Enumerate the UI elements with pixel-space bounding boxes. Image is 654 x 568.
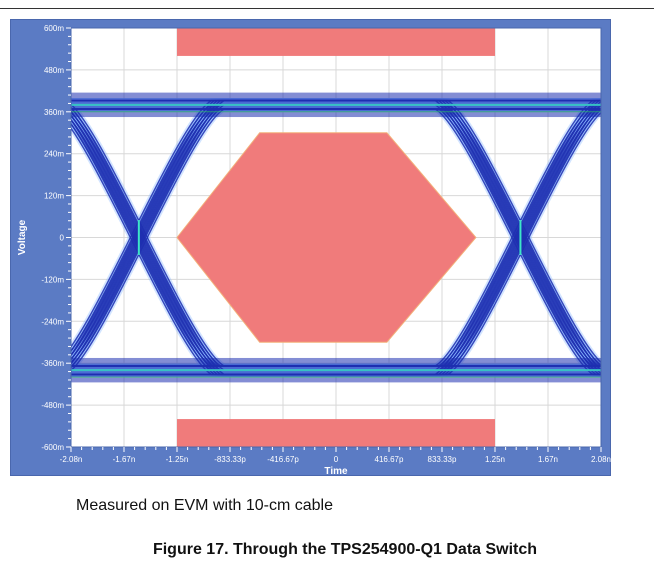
- x-tick-label: -2.08n: [60, 455, 83, 464]
- top-rule: [0, 8, 654, 9]
- y-tick-label: -480m: [41, 401, 64, 410]
- mask-hexagon-region: [176, 132, 477, 343]
- x-tick-label: 1.25n: [485, 455, 505, 464]
- y-tick-label: -240m: [41, 317, 64, 326]
- x-tick-label: -833.33p: [214, 455, 246, 464]
- y-tick-label: -360m: [41, 359, 64, 368]
- y-tick-label: -600m: [41, 443, 64, 452]
- mask-top-region: [176, 28, 496, 56]
- x-tick-label: 2.08n: [591, 455, 611, 464]
- chart-caption: Measured on EVM with 10-cm cable: [76, 497, 333, 514]
- eye-diagram-svg: -2.08n -1.67n -1.25n -833.33p -416.67p 0 416.6…: [17, 24, 611, 477]
- eye-diagram-chart: -2.08n -1.67n -1.25n -833.33p -416.67p 0 416.6…: [10, 19, 611, 477]
- y-tick-label: 480m: [44, 66, 64, 75]
- y-tick-label: 120m: [44, 192, 64, 201]
- mask-bottom-region: [176, 419, 496, 447]
- eye-traces: [71, 92, 601, 383]
- y-axis-label: Voltage: [17, 219, 28, 255]
- x-tick-label: 833.33p: [428, 455, 457, 464]
- y-tick-label: 360m: [44, 108, 64, 117]
- y-tick-label: 240m: [44, 150, 64, 159]
- x-tick-label: -416.67p: [267, 455, 299, 464]
- y-tick-label: 0: [60, 234, 65, 243]
- y-tick-label: -120m: [41, 275, 64, 284]
- x-tick-label: 1.67n: [538, 455, 558, 464]
- x-tick-label: -1.25n: [166, 455, 189, 464]
- figure-title: Figure 17. Through the TPS254900-Q1 Data…: [152, 541, 538, 558]
- x-tick-label: 416.67p: [375, 455, 404, 464]
- x-tick-label: -1.67n: [113, 455, 136, 464]
- x-tick-label: 0: [334, 455, 339, 464]
- x-axis-label: Time: [324, 466, 348, 477]
- y-tick-label: 600m: [44, 24, 64, 33]
